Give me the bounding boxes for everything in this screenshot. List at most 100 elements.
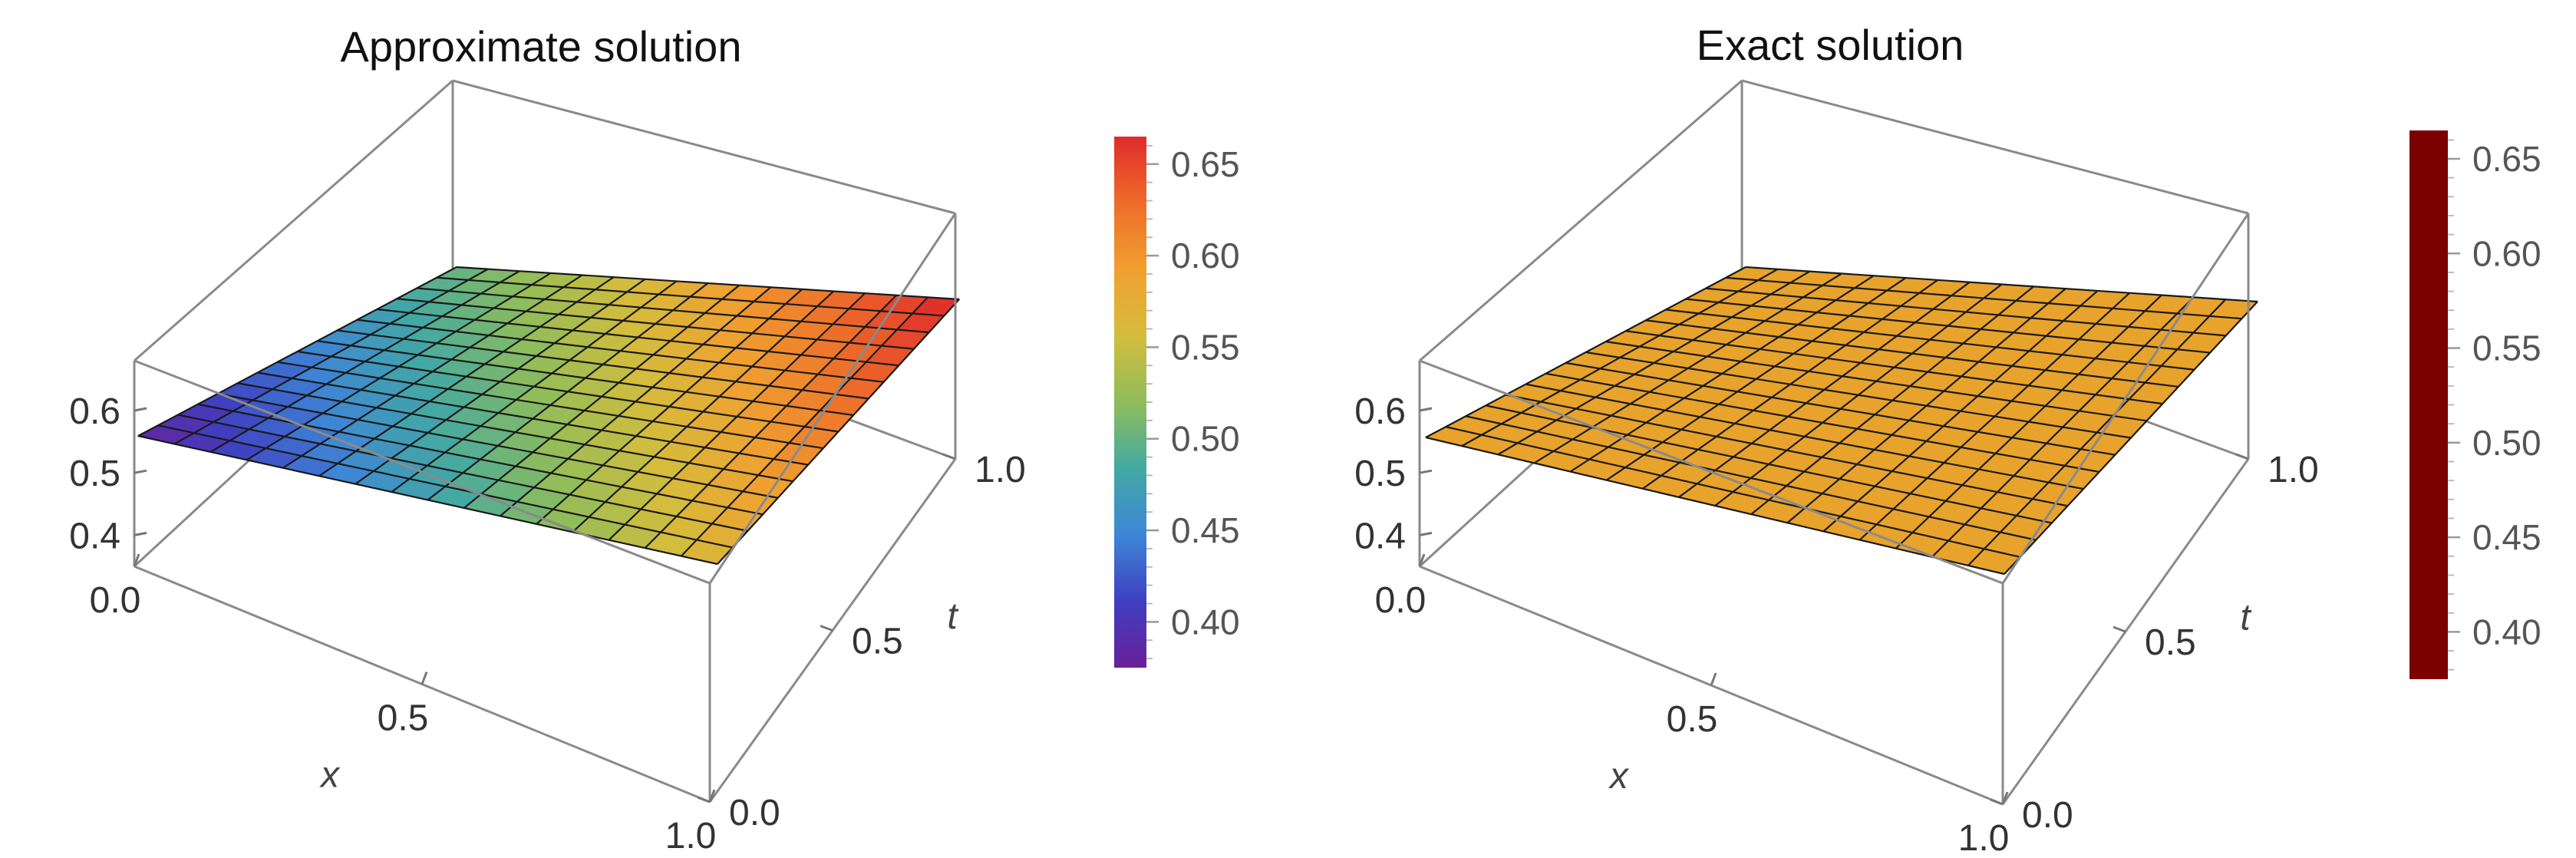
box-edge (1419, 79, 1743, 362)
mesh-line (157, 424, 733, 549)
colorbar-tick-label: 0.65 (1171, 144, 1240, 184)
mesh-line (1425, 436, 2005, 576)
colorbar-tick-label: 0.50 (2472, 423, 2541, 463)
mesh-line (681, 296, 928, 557)
z-tick-label: 0.5 (69, 454, 120, 494)
mesh-line (1895, 294, 2162, 549)
colorbar-tick-label: 0.50 (1171, 419, 1240, 459)
mesh-line (237, 382, 793, 483)
mesh-line (1465, 415, 2037, 541)
x-tick-mark (1710, 672, 1717, 686)
mesh-line (1967, 299, 2227, 566)
t-tick-label: 0.5 (2145, 622, 2196, 663)
t-tick-mark (697, 796, 711, 804)
mesh-line (217, 392, 778, 499)
colorbar-tick-label: 0.60 (1171, 236, 1240, 276)
mesh-line (1445, 426, 2020, 558)
t-axis-label: t (947, 596, 958, 637)
x-tick-label: 0.5 (378, 698, 429, 739)
mesh-line (2004, 301, 2258, 575)
mesh-line (608, 292, 866, 541)
z-tick-mark (1419, 407, 1433, 412)
mesh-line (1525, 383, 2084, 490)
mesh-line (137, 434, 718, 566)
mesh-line (1565, 361, 2116, 456)
z-tick-label: 0.4 (1354, 516, 1406, 556)
colorbar-tick-label: 0.45 (2472, 517, 2541, 557)
x-axis-label: x (319, 754, 341, 795)
x-tick-mark (1418, 553, 1426, 567)
colorbar-tick-label: 0.45 (1171, 510, 1240, 550)
z-tick-mark (1419, 469, 1433, 474)
x-tick-label: 0.0 (90, 580, 141, 621)
surface (137, 266, 961, 565)
mesh-line (257, 371, 809, 466)
x-tick-mark (133, 553, 140, 567)
mesh-line (1931, 296, 2195, 558)
colorbar-tick-label: 0.40 (2472, 612, 2541, 652)
t-tick-mark (2113, 625, 2126, 633)
mesh-line (717, 299, 960, 565)
z-tick-mark (1419, 531, 1433, 536)
t-tick-mark (2235, 453, 2249, 460)
z-tick-label: 0.6 (1354, 391, 1406, 432)
colorbar-tick-label: 0.55 (2472, 328, 2541, 368)
x-tick-mark (708, 789, 716, 803)
z-tick-mark (134, 407, 147, 412)
colorbar: 0.40 0.45 0.50 0.55 0.60 0.65 (2409, 130, 2541, 679)
colorbar-tick-label: 0.65 (2472, 139, 2541, 179)
colorbar-tick-label: 0.55 (1171, 327, 1240, 367)
x-tick-label: 0.5 (1667, 699, 1718, 740)
colorbar-tick-label: 0.40 (1171, 602, 1240, 642)
t-tick-label: 0.5 (852, 622, 903, 662)
mesh-line (463, 284, 740, 509)
z-tick-label: 0.5 (1354, 454, 1406, 494)
surface (1424, 266, 2259, 575)
t-tick-mark (942, 453, 956, 460)
z-tick-mark (134, 469, 147, 474)
mesh-line (277, 361, 823, 450)
mesh-line (1545, 372, 2099, 473)
mesh-line (1822, 290, 2099, 533)
approximate-solution-panel: Approximate solution0.40.50.60.00.51.0x0… (69, 22, 1239, 856)
box-edge (708, 213, 957, 584)
t-tick-mark (1990, 798, 2004, 806)
mesh-line (536, 289, 803, 525)
box-edge (452, 79, 956, 215)
chart-title: Exact solution (1697, 21, 1964, 69)
mesh-line (297, 350, 839, 433)
mesh-line (1786, 288, 2066, 524)
colorbar-gradient (2409, 130, 2448, 679)
mesh-line (500, 286, 772, 517)
x-tick-label: 1.0 (1958, 818, 2010, 858)
box-edge (1419, 359, 2004, 585)
colorbar-gradient (1114, 137, 1146, 668)
t-tick-label: 1.0 (2268, 450, 2319, 490)
exact-solution-panel: Exact solution 0.4 0.5 0.6 0.0 0.5 1.0 x 0.0 0.5 1… (1354, 21, 2541, 858)
x-axis-label: x (1608, 756, 1630, 797)
mesh-line (1859, 292, 2130, 541)
mesh-line (1485, 404, 2053, 524)
box-edge (1741, 79, 2249, 215)
box-edge (134, 79, 454, 362)
z-tick-label: 0.4 (69, 516, 120, 556)
mesh-line (644, 294, 897, 549)
t-tick-mark (820, 625, 833, 632)
z-tick-label: 0.6 (69, 391, 120, 432)
t-tick-label: 1.0 (975, 450, 1026, 490)
box-edge (134, 359, 711, 585)
surface-mesh (1425, 266, 2258, 576)
mesh-line (1585, 351, 2132, 439)
box-edge (2001, 213, 2250, 584)
mesh-line (1750, 285, 2034, 515)
t-tick-label: 0.0 (729, 793, 780, 833)
colorbar: 0.40 0.45 0.50 0.55 0.60 0.65 (1114, 137, 1240, 668)
x-tick-label: 1.0 (665, 816, 717, 856)
mesh-line (572, 290, 834, 533)
mesh-line (1506, 394, 2068, 507)
mesh-line (177, 414, 748, 532)
x-tick-label: 0.0 (1375, 580, 1427, 621)
t-axis-label: t (2240, 598, 2251, 639)
x-tick-mark (421, 671, 428, 685)
